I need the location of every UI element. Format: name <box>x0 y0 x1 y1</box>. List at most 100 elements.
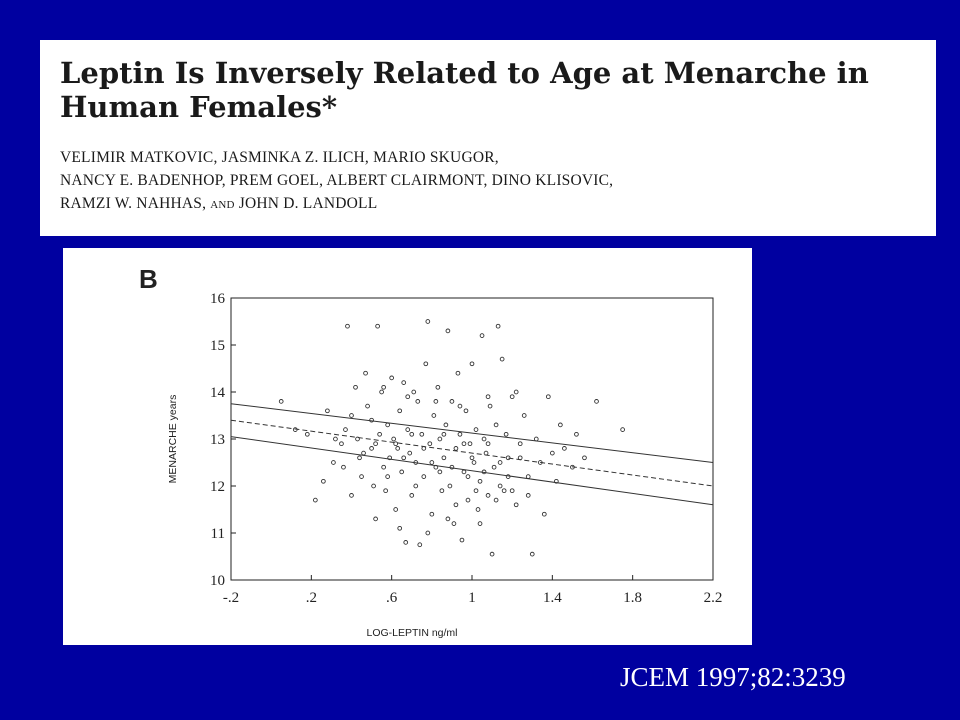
x-tick-label: 1 <box>468 590 476 606</box>
y-tick-label: 16 <box>210 291 226 307</box>
x-axis-label: LOG-LEPTIN ng/ml <box>366 627 457 639</box>
data-point <box>517 441 523 447</box>
data-point <box>439 488 445 494</box>
data-point <box>379 389 384 395</box>
data-point <box>333 436 338 442</box>
data-point <box>487 403 493 409</box>
data-point <box>353 384 358 390</box>
data-point <box>457 403 463 409</box>
authors-line-3-c: JOHN D. LANDOLL <box>238 195 378 212</box>
data-point <box>365 403 370 409</box>
panel-label: B <box>139 264 158 294</box>
scatter-chart: B -.2 .2 .6 1 1.4 1.8 2.2 10 11 12 13 14 15 16 MENARC… <box>139 264 722 639</box>
data-point <box>620 427 625 432</box>
data-point <box>445 516 451 522</box>
data-point <box>381 384 386 390</box>
data-point <box>509 488 515 494</box>
data-point <box>594 399 599 404</box>
x-tick-label: .6 <box>386 590 398 606</box>
data-point <box>499 356 505 362</box>
data-point <box>405 394 411 400</box>
data-point <box>343 427 348 432</box>
data-point <box>415 399 421 404</box>
data-point <box>461 441 467 447</box>
data-point <box>545 394 551 400</box>
data-point <box>554 478 559 484</box>
data-point <box>304 431 310 437</box>
data-point <box>467 441 473 447</box>
confidence-band-upper <box>230 403 714 463</box>
data-point <box>385 422 390 428</box>
data-point <box>533 436 539 442</box>
data-point <box>505 455 511 461</box>
data-point <box>493 422 499 428</box>
data-point <box>357 455 362 461</box>
data-point <box>361 450 366 456</box>
data-point <box>387 455 393 461</box>
data-point <box>425 319 431 324</box>
data-point <box>501 488 507 494</box>
data-point <box>497 460 503 465</box>
data-point <box>433 399 439 404</box>
data-point <box>449 464 455 470</box>
data-point <box>521 413 527 418</box>
data-point <box>479 333 485 338</box>
data-point <box>381 464 386 470</box>
data-point <box>570 464 575 470</box>
data-point <box>423 361 429 367</box>
y-tick-label: 10 <box>210 573 225 589</box>
data-point <box>441 455 447 461</box>
data-point <box>429 460 435 465</box>
x-tick-label: -.2 <box>223 590 239 606</box>
paper-header: Leptin Is Inversely Related to Age at Me… <box>40 40 936 236</box>
data-point <box>475 507 481 512</box>
data-point <box>459 537 465 543</box>
data-point <box>397 525 403 531</box>
data-point <box>401 380 407 385</box>
data-point <box>497 483 503 489</box>
data-point <box>441 431 447 437</box>
data-point <box>419 431 425 437</box>
data-point <box>489 551 495 557</box>
authors-line-1: VELIMIR MATKOVIC, JASMINKA Z. ILICH, MAR… <box>60 149 499 166</box>
data-point <box>549 450 555 456</box>
data-point <box>421 474 427 479</box>
y-tick-label: 12 <box>210 479 225 495</box>
data-point <box>405 427 411 432</box>
data-point <box>562 446 567 451</box>
data-point <box>397 408 403 414</box>
data-point <box>433 464 439 470</box>
x-tick-label: 1.8 <box>623 590 642 606</box>
data-point <box>375 323 380 329</box>
data-point <box>355 436 360 442</box>
data-point <box>409 431 415 437</box>
data-point <box>431 413 437 418</box>
authors-line-3: RAMZI W. NAHHAS, AND JOHN D. LANDOLL <box>60 192 916 217</box>
data-point <box>477 478 483 484</box>
data-point <box>371 483 376 489</box>
data-point <box>513 389 519 395</box>
data-point <box>529 551 535 557</box>
data-point <box>477 521 483 526</box>
data-point <box>537 460 543 465</box>
data-point <box>407 450 413 456</box>
data-point <box>345 323 350 329</box>
citation: JCEM 1997;82:3239 <box>620 662 846 692</box>
data-point <box>437 436 443 442</box>
x-tick-label: .2 <box>306 590 317 606</box>
data-point <box>513 502 519 508</box>
data-point <box>505 474 511 479</box>
data-point <box>473 427 479 432</box>
authors-line-2: NANCY E. BADENHOP, PREM GOEL, ALBERT CLA… <box>60 172 614 189</box>
data-point <box>465 497 471 503</box>
data-point <box>389 375 395 381</box>
data-point <box>321 478 326 484</box>
data-point <box>411 389 417 395</box>
data-point <box>491 464 497 470</box>
data-point <box>359 474 364 479</box>
data-point <box>435 384 441 390</box>
data-point <box>485 394 491 400</box>
data-point <box>445 328 451 334</box>
data-point <box>461 469 467 475</box>
regression-lines <box>230 403 714 506</box>
